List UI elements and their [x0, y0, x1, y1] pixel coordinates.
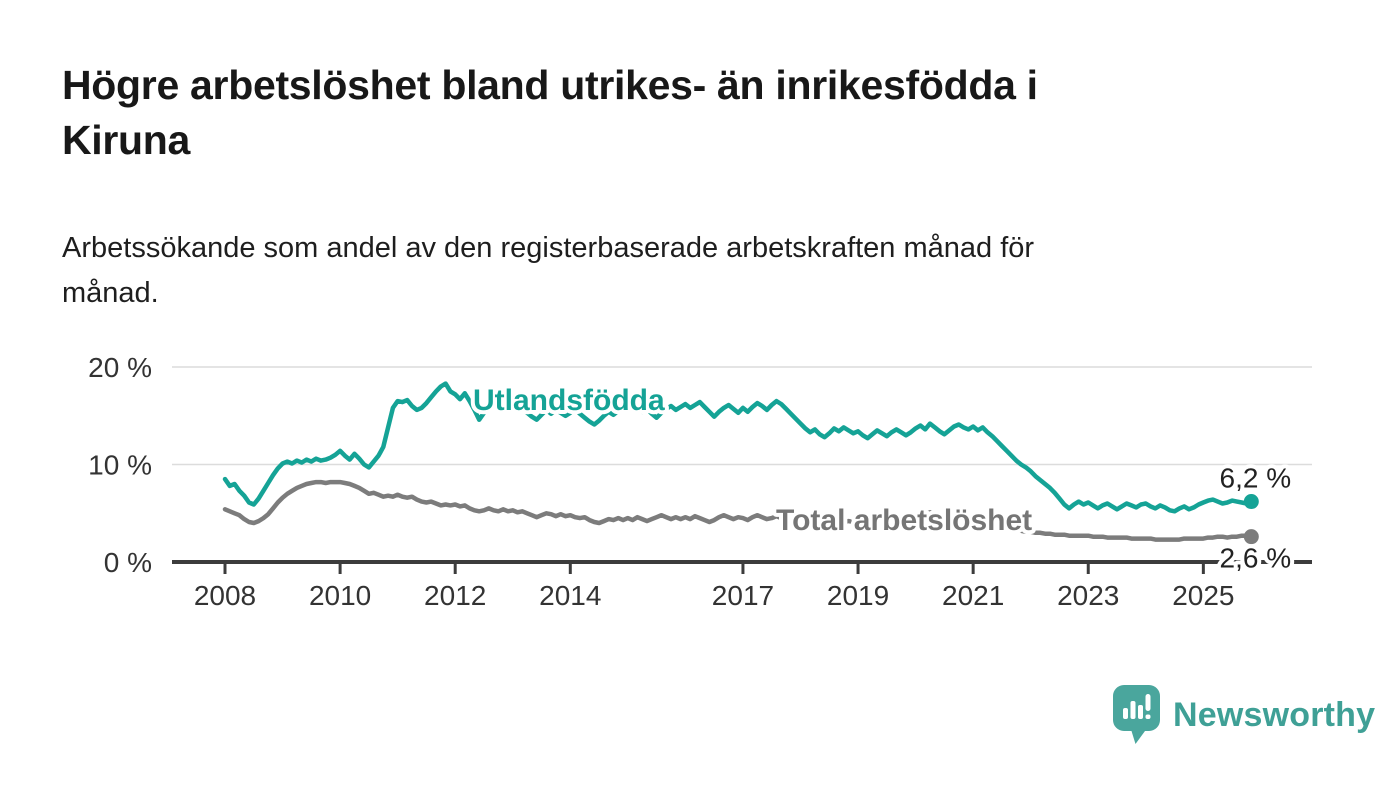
y-tick-label: 10 % — [88, 450, 152, 481]
series-line-utlandsfodda — [222, 381, 1254, 514]
series-line-total — [222, 479, 1254, 542]
page-title: Högre arbetslöshet bland utrikes- än inr… — [62, 58, 1332, 168]
unemployment-line-chart: 0 % 10 % 20 % 2008 2010 2012 2014 2017 2019 2021 2… — [88, 352, 1312, 611]
y-tick-label: 0 % — [104, 547, 152, 578]
series-label-utlandsfodda: Utlandsfödda — [473, 384, 665, 417]
x-tick-label: 2019 — [827, 580, 889, 611]
x-tick-label: 2021 — [942, 580, 1004, 611]
chart-subtitle-line1: Arbetssökande som andel av den registerb… — [62, 232, 1035, 264]
series-end-dot-utlandsfodda — [1243, 494, 1259, 510]
newsworthy-logo: Newsworthy — [1112, 684, 1375, 746]
x-tick-label: 2017 — [712, 580, 774, 611]
series-end-value-utlandsfodda: 6,2 % — [1220, 463, 1292, 494]
page-title-line2: Kiruna — [62, 116, 191, 163]
x-tick-label: 2023 — [1057, 580, 1119, 611]
newsworthy-logo-text: Newsworthy — [1173, 695, 1376, 734]
series-end-dot-total — [1243, 529, 1259, 545]
x-tick-label: 2014 — [539, 580, 601, 611]
y-tick-label: 20 % — [88, 352, 152, 383]
series-end-value-total: 2,6 % — [1220, 543, 1292, 574]
newsworthy-logo-icon — [1113, 685, 1160, 744]
x-tick-label: 2010 — [309, 580, 371, 611]
chart-subtitle-line2: månad. — [62, 276, 159, 309]
chart-subtitle: Arbetssökande som andel av den registerb… — [62, 226, 1282, 316]
page-title-line1: Högre arbetslöshet bland utrikes- än inr… — [62, 62, 1038, 108]
x-tick-label: 2025 — [1172, 580, 1234, 611]
series-label-total: Total arbetslöshet — [776, 504, 1032, 537]
x-tick-label: 2008 — [194, 580, 256, 611]
x-tick-label: 2012 — [424, 580, 486, 611]
